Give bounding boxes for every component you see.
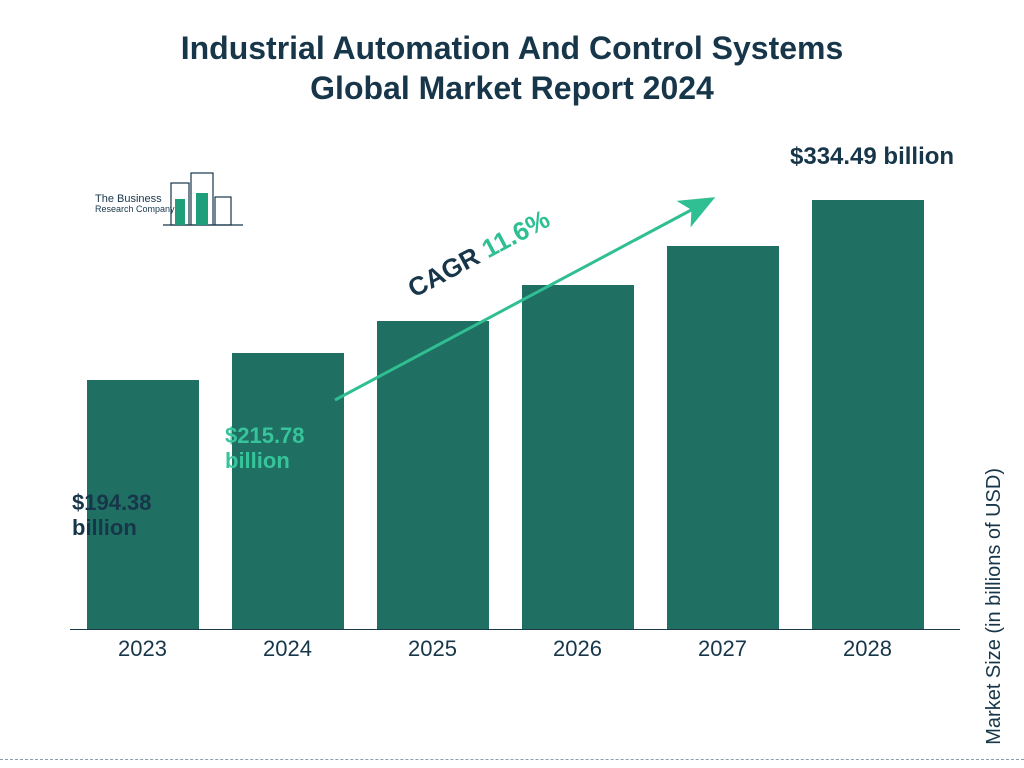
bar-2026: 2026 (518, 285, 638, 630)
bar-rect (522, 285, 634, 630)
footer-divider (0, 759, 1024, 760)
bar-rect (667, 246, 779, 630)
title-line1: Industrial Automation And Control System… (0, 28, 1024, 68)
y-axis-label: Market Size (in billions of USD) (983, 468, 1006, 745)
x-axis-baseline (70, 629, 960, 630)
bar-2028: 2028 (808, 200, 928, 630)
x-tick-label: 2024 (263, 636, 312, 662)
value-label-0: $194.38billion (72, 490, 152, 541)
value-label-1: $215.78billion (225, 423, 305, 474)
chart-title: Industrial Automation And Control System… (0, 0, 1024, 108)
x-tick-label: 2027 (698, 636, 747, 662)
x-tick-label: 2028 (843, 636, 892, 662)
bar-2027: 2027 (663, 246, 783, 630)
bar-2025: 2025 (373, 321, 493, 630)
x-tick-label: 2025 (408, 636, 457, 662)
x-tick-label: 2026 (553, 636, 602, 662)
bar-rect (232, 353, 344, 630)
title-line2: Global Market Report 2024 (0, 68, 1024, 108)
bar-rect (377, 321, 489, 630)
x-tick-label: 2023 (118, 636, 167, 662)
bar-2024: 2024 (228, 353, 348, 630)
value-label-2: $334.49 billion (790, 143, 954, 171)
bar-rect (812, 200, 924, 630)
